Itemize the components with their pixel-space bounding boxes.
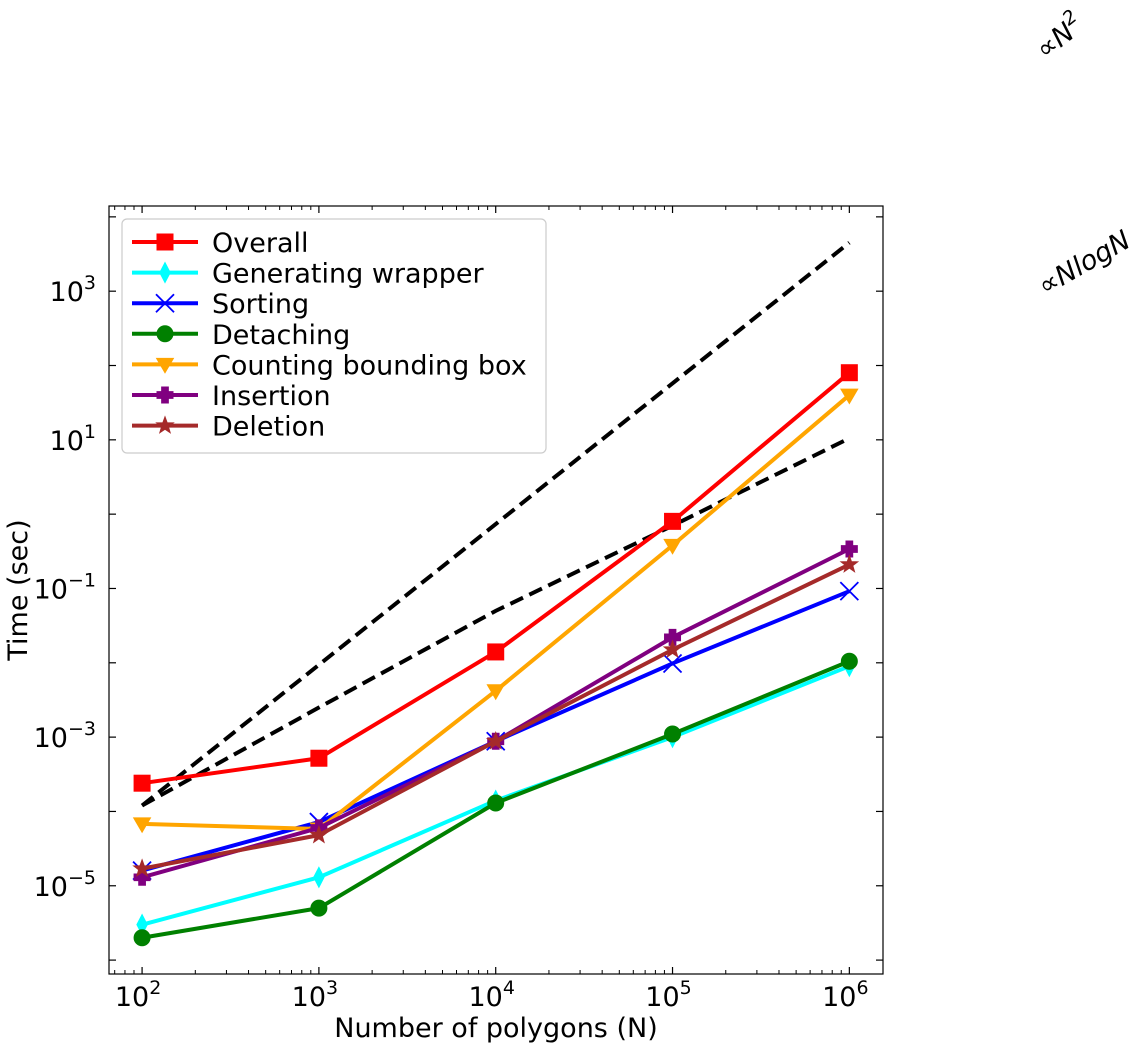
legend-label-2: Sorting xyxy=(212,289,309,320)
legend-label-3: Detaching xyxy=(212,320,350,351)
axes-layer: 102 103 104 105 106 10−5 10−3 10−1 101 103 xyxy=(34,205,884,1013)
data-lines-layer xyxy=(132,241,860,947)
data-point-4-3 xyxy=(663,538,682,555)
x-tick-label-2: 104 xyxy=(468,977,514,1013)
data-point-2-3 xyxy=(662,653,683,674)
annotation-n-log-n: ∝NlogN xyxy=(1033,225,1136,302)
x-tick-label-0: 102 xyxy=(115,977,161,1013)
x-tick-label-3: 105 xyxy=(645,977,691,1013)
data-point-3-0 xyxy=(133,929,151,947)
x-tick-label-1: 103 xyxy=(292,977,338,1013)
data-point-0-4 xyxy=(840,364,858,382)
legend-marker-5 xyxy=(156,386,174,404)
data-point-6-1 xyxy=(309,824,329,844)
data-point-5-3 xyxy=(664,628,682,646)
legend-label-6: Deletion xyxy=(212,412,325,443)
legend-marker-4 xyxy=(155,357,175,374)
reference-line-1 xyxy=(141,436,851,808)
legend-label-0: Overall xyxy=(212,228,309,259)
data-point-6-3 xyxy=(662,639,683,659)
reference-line-0 xyxy=(140,241,851,808)
data-point-3-1 xyxy=(310,899,328,917)
y-tick-label-2: 10−1 xyxy=(34,569,96,605)
data-point-4-2 xyxy=(486,684,505,701)
y-tick-label-3: 101 xyxy=(50,421,96,457)
data-point-3-4 xyxy=(840,652,858,670)
annotations-layer: ∝N2 ∝NlogN xyxy=(1027,5,1136,302)
legend-marker-6 xyxy=(155,415,175,434)
data-point-3-3 xyxy=(664,725,682,743)
data-point-0-1 xyxy=(310,749,328,767)
data-point-5-4 xyxy=(840,540,858,558)
data-point-0-0 xyxy=(133,774,151,792)
x-axis-label: Number of polygons (N) xyxy=(334,1013,657,1044)
data-point-0-2 xyxy=(487,643,505,661)
legend-box xyxy=(121,218,547,454)
legend-label-1: Generating wrapper xyxy=(212,259,484,290)
x-tick-label-4: 106 xyxy=(822,977,868,1013)
data-point-2-4 xyxy=(839,581,859,601)
legend-marker-1 xyxy=(159,261,171,284)
annotation-n-squared: ∝N2 xyxy=(1027,5,1090,65)
legend-marker-0 xyxy=(156,233,174,251)
y-tick-label-1: 10−3 xyxy=(34,718,96,754)
data-point-1-1 xyxy=(313,866,325,889)
data-point-6-2 xyxy=(485,730,506,750)
legend-marker-2 xyxy=(155,293,175,313)
data-point-6-4 xyxy=(839,554,860,573)
data-point-6-0 xyxy=(132,858,152,877)
y-tick-label-4: 103 xyxy=(50,272,96,308)
data-point-3-2 xyxy=(487,794,505,812)
y-tick-label-0: 10−5 xyxy=(34,867,96,903)
data-point-4-0 xyxy=(132,817,152,834)
data-point-0-3 xyxy=(664,512,682,530)
legend-label-4: Counting bounding box xyxy=(212,350,527,381)
data-point-4-4 xyxy=(840,388,859,405)
legend-label-5: Insertion xyxy=(212,381,331,412)
y-axis-label: Time (sec) xyxy=(3,519,34,661)
legend-marker-3 xyxy=(156,325,174,343)
